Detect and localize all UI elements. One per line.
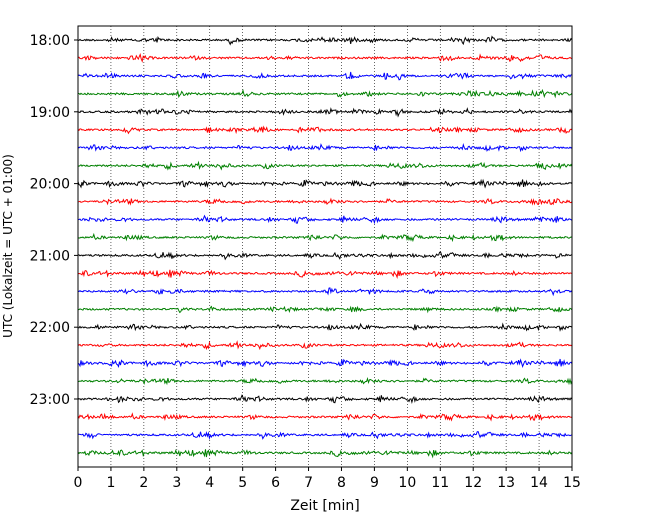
y-tick-label: 19:00 bbox=[30, 105, 70, 121]
seismogram-trace bbox=[77, 449, 573, 459]
plot-frame bbox=[77, 25, 573, 468]
x-tick-label: 1 bbox=[106, 475, 115, 491]
seismogram-trace bbox=[77, 197, 573, 206]
seismogram-trace bbox=[77, 340, 573, 351]
x-tick-label: 4 bbox=[205, 475, 214, 491]
x-axis-ticks: 0 1 2 3 4 5 6 7 8 9 10 11 12 13 14 15 bbox=[74, 467, 581, 491]
seismogram-trace bbox=[77, 322, 573, 332]
seismogram-trace bbox=[77, 88, 573, 99]
y-tick-label: 22:00 bbox=[30, 320, 70, 336]
trace-layer bbox=[77, 35, 573, 459]
x-tick-label: 6 bbox=[271, 475, 280, 491]
seismogram-trace bbox=[77, 287, 573, 297]
seismogram-trace bbox=[77, 53, 573, 63]
x-tick-label: 10 bbox=[398, 475, 416, 491]
seismogram-trace bbox=[77, 232, 573, 243]
x-tick-label: 3 bbox=[172, 475, 181, 491]
seismogram-trace bbox=[77, 305, 573, 314]
seismogram-trace bbox=[77, 394, 573, 404]
x-tick-label: 0 bbox=[74, 475, 83, 491]
y-tick-label: 21:00 bbox=[30, 248, 70, 264]
seismogram-trace bbox=[77, 178, 573, 189]
seismogram-trace bbox=[77, 160, 573, 171]
seismogram-trace bbox=[77, 142, 573, 153]
y-axis-ticks: 18:00 19:00 20:00 21:00 22:00 23:00 bbox=[30, 33, 78, 408]
seismogram-trace bbox=[77, 269, 573, 279]
seismogram-trace bbox=[77, 251, 573, 261]
seismogram-trace bbox=[77, 125, 573, 135]
x-tick-label: 12 bbox=[464, 475, 482, 491]
seismogram-trace bbox=[77, 71, 573, 81]
seismogram-trace bbox=[77, 412, 573, 422]
y-tick-label: 18:00 bbox=[30, 33, 70, 49]
x-tick-label: 7 bbox=[304, 475, 313, 491]
seismogram-trace bbox=[77, 214, 573, 225]
x-tick-label: 2 bbox=[139, 475, 148, 491]
y-tick-label: 23:00 bbox=[30, 392, 70, 408]
x-tick-label: 13 bbox=[497, 475, 515, 491]
x-tick-label: 9 bbox=[370, 475, 379, 491]
seismogram-trace bbox=[77, 430, 573, 441]
x-axis-label: Zeit [min] bbox=[290, 498, 359, 514]
y-tick-label: 20:00 bbox=[30, 177, 70, 193]
x-tick-label: 8 bbox=[337, 475, 346, 491]
x-tick-label: 15 bbox=[563, 475, 581, 491]
grid-layer bbox=[110, 26, 540, 467]
seismogram-trace bbox=[77, 358, 573, 368]
x-tick-label: 14 bbox=[530, 475, 548, 491]
seismogram-trace bbox=[77, 377, 573, 386]
seismogram-trace bbox=[77, 107, 573, 118]
x-tick-label: 11 bbox=[431, 475, 449, 491]
x-tick-label: 5 bbox=[238, 475, 247, 491]
seismogram-trace bbox=[77, 35, 573, 46]
y-axis-label: UTC (Lokalzeit = UTC + 01:00) bbox=[1, 154, 15, 338]
